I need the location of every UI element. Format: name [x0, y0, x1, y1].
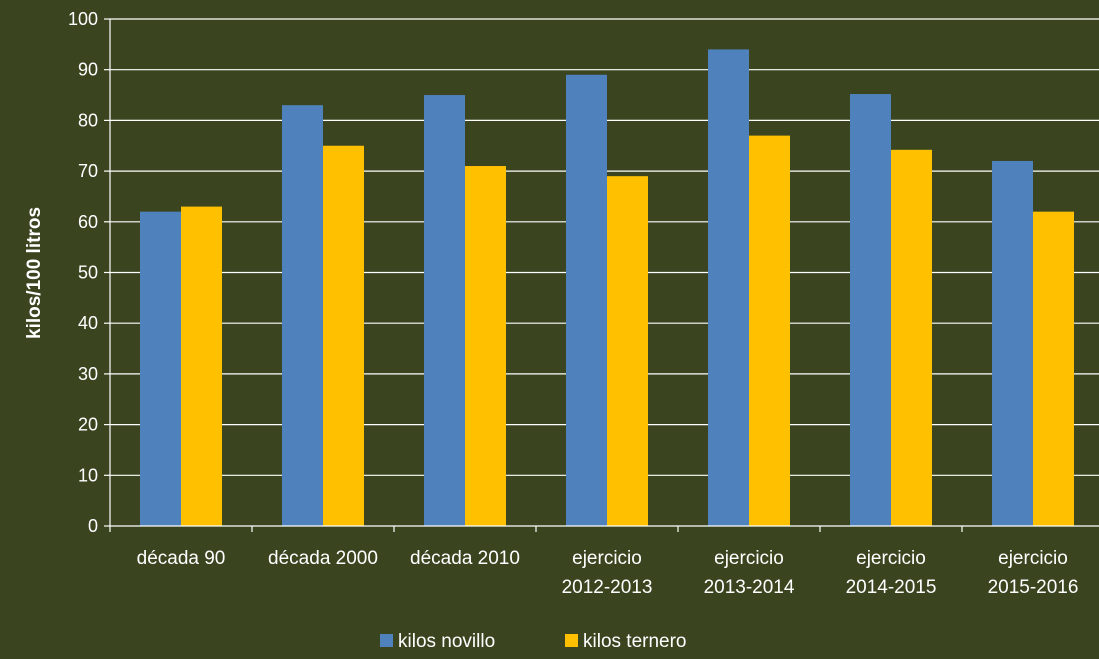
bars: [140, 49, 1074, 527]
y-tick-label: 20: [78, 415, 98, 435]
bar-kilos-ternero: [465, 166, 506, 526]
y-tick-label: 10: [78, 465, 98, 485]
y-tick-labels: 0 10 20 30 40 50 60 70 80 90 100: [68, 9, 98, 536]
bar-kilos-novillo: [140, 211, 181, 526]
y-tick-label: 70: [78, 161, 98, 181]
bar-kilos-novillo: [424, 95, 465, 527]
axes: [104, 18, 1099, 532]
bar-kilos-ternero: [607, 176, 648, 527]
y-tick-label: 0: [88, 516, 98, 536]
x-category-label: década 2010: [410, 548, 520, 569]
x-category-label: 2015-2016: [988, 577, 1079, 598]
bar-kilos-ternero: [891, 149, 932, 526]
legend-label: kilos ternero: [583, 631, 687, 652]
bar-kilos-ternero: [323, 145, 364, 526]
y-tick-label: 90: [78, 60, 98, 80]
y-axis-title: kilos/100 litros: [24, 207, 45, 339]
bar-kilos-novillo: [566, 74, 607, 527]
bar-kilos-novillo: [282, 105, 323, 526]
x-category-label: 2012-2013: [562, 577, 653, 598]
x-category-label: ejercicio: [998, 548, 1068, 569]
legend-label: kilos novillo: [398, 631, 495, 652]
bar-kilos-novillo: [850, 94, 891, 526]
legend-swatch: [380, 634, 393, 647]
y-tick-label: 30: [78, 364, 98, 384]
legend: kilos novillo kilos ternero: [380, 631, 687, 652]
y-tick-label: 50: [78, 263, 98, 283]
bar-kilos-novillo: [708, 49, 749, 527]
x-category-label: ejercicio: [856, 548, 926, 569]
y-tick-label: 40: [78, 313, 98, 333]
x-category-label: 2013-2014: [704, 577, 795, 598]
bar-kilos-novillo: [992, 160, 1033, 526]
x-category-label: década 90: [137, 548, 226, 569]
x-category-label: década 2000: [268, 548, 378, 569]
y-tick-label: 100: [68, 9, 98, 29]
legend-swatch: [565, 634, 578, 647]
y-tick-label: 60: [78, 212, 98, 232]
x-category-label: ejercicio: [572, 548, 642, 569]
bar-kilos-ternero: [749, 135, 790, 527]
x-category-label: 2014-2015: [846, 577, 937, 598]
x-category-labels: década 90 década 2000 década 2010 ejercicio…: [137, 548, 1079, 598]
bar-kilos-ternero: [1033, 211, 1074, 526]
x-category-label: ejercicio: [714, 548, 784, 569]
bar-kilos-ternero: [181, 206, 222, 526]
y-tick-label: 80: [78, 110, 98, 130]
